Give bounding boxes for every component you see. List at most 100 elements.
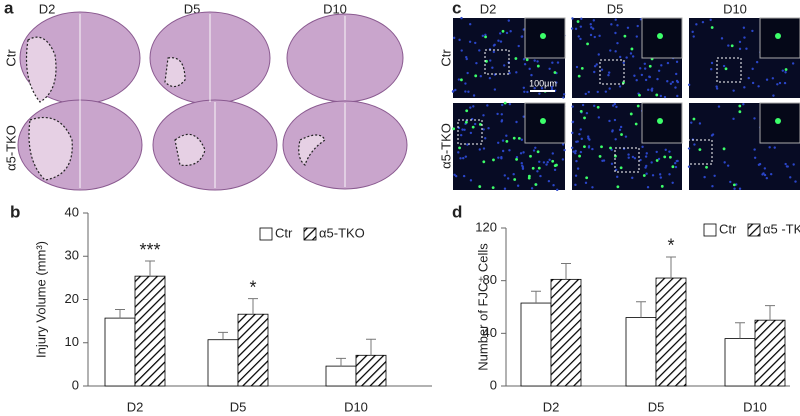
nucleus	[575, 65, 579, 69]
nucleus	[647, 88, 650, 92]
nucleus	[778, 81, 782, 85]
nucleus	[618, 55, 622, 59]
nucleus	[539, 174, 542, 178]
nucleus	[503, 174, 506, 177]
fjc-cell	[638, 93, 641, 97]
nucleus	[765, 78, 769, 81]
y-tick-label: 0	[490, 377, 497, 392]
nucleus	[616, 41, 619, 45]
fjc-cell	[464, 120, 468, 124]
y-tick-label: 20	[65, 291, 79, 306]
fjc-cell	[484, 35, 487, 39]
nucleus	[789, 176, 792, 179]
error-bar	[636, 301, 646, 318]
nucleus	[540, 87, 544, 90]
nucleus	[507, 19, 510, 22]
nucleus	[646, 185, 650, 189]
nucleus	[457, 151, 460, 154]
legend-swatch	[747, 223, 761, 237]
nucleus	[472, 94, 476, 97]
nucleus	[532, 149, 536, 152]
roi-box	[484, 49, 510, 75]
bar	[550, 278, 582, 387]
nucleus	[627, 153, 630, 156]
fjc-cell	[586, 42, 589, 46]
x-tick-label: D5	[230, 399, 247, 414]
bar	[325, 365, 357, 387]
nucleus	[738, 47, 742, 51]
nucleus	[584, 181, 588, 185]
nucleus	[465, 55, 468, 59]
nucleus	[593, 35, 596, 39]
nucleus	[574, 152, 577, 155]
fjc-cell	[609, 146, 612, 150]
nucleus	[644, 78, 648, 82]
nucleus	[627, 156, 630, 159]
nucleus	[523, 62, 527, 66]
x-tick-label: D2	[127, 399, 144, 414]
nucleus	[622, 61, 625, 64]
nucleus	[522, 58, 526, 61]
nucleus	[720, 37, 724, 40]
nucleus	[745, 47, 748, 50]
legend-swatch	[703, 223, 717, 237]
nucleus	[497, 141, 500, 145]
nucleus	[722, 64, 726, 68]
nucleus	[608, 87, 611, 90]
nucleus	[542, 161, 546, 164]
nucleus	[791, 62, 795, 65]
error-bar	[765, 305, 775, 321]
nucleus	[501, 139, 505, 142]
row-label: Ctr	[3, 49, 18, 67]
fjc-cell	[775, 118, 781, 124]
nucleus	[469, 131, 473, 135]
nucleus	[546, 160, 549, 164]
fjc-cell	[705, 165, 708, 169]
fjc-cell	[501, 29, 505, 33]
nucleus	[474, 41, 477, 45]
fjc-cell	[578, 154, 581, 158]
x-tick-label: D10	[743, 399, 767, 414]
roi-box	[599, 59, 625, 85]
nucleus	[522, 86, 526, 89]
nucleus	[593, 70, 596, 74]
nucleus	[717, 105, 721, 108]
row-label: Ctr	[438, 49, 453, 67]
nucleus	[497, 39, 500, 42]
nucleus	[666, 80, 669, 83]
panel-a: a D2 D5 D10 Ctr α5-TKO	[3, 0, 408, 191]
nucleus	[472, 105, 475, 108]
fjc-cell	[619, 166, 623, 170]
nucleus	[676, 159, 679, 163]
nucleus	[743, 86, 746, 89]
nucleus	[671, 181, 674, 185]
nucleus	[464, 82, 467, 85]
fjc-cell	[655, 93, 659, 97]
nucleus	[580, 17, 583, 20]
roi-box	[614, 147, 640, 173]
nucleus	[751, 67, 754, 71]
fjc-cell	[583, 116, 586, 120]
fjc-cell	[525, 58, 529, 62]
roi-box	[687, 139, 713, 165]
nucleus	[500, 120, 503, 123]
nucleus	[452, 89, 455, 93]
nucleus	[526, 90, 529, 94]
bar	[207, 339, 239, 387]
fjc-cell	[536, 150, 540, 154]
nucleus	[671, 80, 674, 84]
nucleus	[657, 69, 661, 72]
error-bar	[735, 322, 745, 339]
nucleus	[626, 26, 630, 29]
fjc-cell	[698, 148, 702, 152]
fjc-cell	[512, 136, 516, 140]
nucleus	[658, 173, 662, 176]
fjc-cell	[636, 104, 640, 108]
nucleus	[666, 61, 670, 65]
nucleus	[452, 36, 456, 40]
nucleus	[570, 27, 574, 30]
nucleus	[552, 184, 555, 187]
nucleus	[533, 87, 536, 90]
nucleus	[631, 176, 634, 180]
